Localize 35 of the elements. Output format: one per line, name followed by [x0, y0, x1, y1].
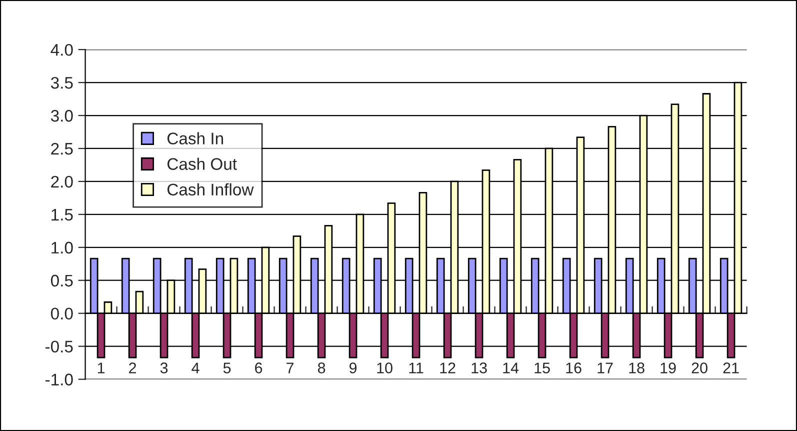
x-tick-label: 4 [192, 362, 200, 374]
x-tick-label: 20 [692, 362, 708, 374]
legend-label: Cash In [167, 132, 223, 144]
x-tick-label: 1 [98, 362, 105, 374]
x-tick-label: 17 [598, 362, 613, 374]
y-tick-label: 3.0 [50, 110, 73, 122]
y-tick-label: 1.5 [52, 208, 73, 221]
y-tick-label: 0.5 [50, 274, 73, 287]
y-tick-label: 1.0 [52, 242, 73, 254]
x-tick-label: 2 [129, 362, 136, 374]
x-tick-label: 21 [723, 362, 739, 374]
x-tick-label: 9 [350, 362, 357, 374]
y-tick-label: 2.0 [51, 176, 73, 188]
x-tick-label: 18 [629, 362, 644, 374]
y-tick-label: -1.0 [45, 374, 73, 386]
y-tick-label: 4.0 [50, 44, 73, 56]
x-tick-label: 16 [566, 362, 582, 374]
y-tick-label: -0.5 [45, 340, 73, 353]
x-tick-label: 19 [660, 362, 676, 374]
x-tick-label: 7 [286, 362, 294, 374]
legend-label: Cash Out [167, 158, 237, 170]
x-tick-label: 8 [318, 362, 326, 374]
x-tick-label: 15 [534, 362, 550, 374]
x-tick-label: 13 [472, 362, 487, 374]
x-tick-label: 14 [503, 362, 519, 374]
y-tick-label: 3.5 [50, 76, 73, 89]
x-tick-label: 6 [255, 362, 262, 374]
legend-label: Cash Inflow [167, 183, 254, 196]
x-tick-label: 11 [409, 362, 424, 374]
y-tick-label: 0.0 [50, 308, 73, 320]
x-tick-label: 10 [377, 362, 392, 374]
x-tick-label: 5 [223, 362, 231, 374]
y-tick-label: 2.5 [51, 142, 73, 155]
x-tick-label: 12 [440, 362, 456, 374]
x-tick-label: 3 [160, 362, 168, 374]
